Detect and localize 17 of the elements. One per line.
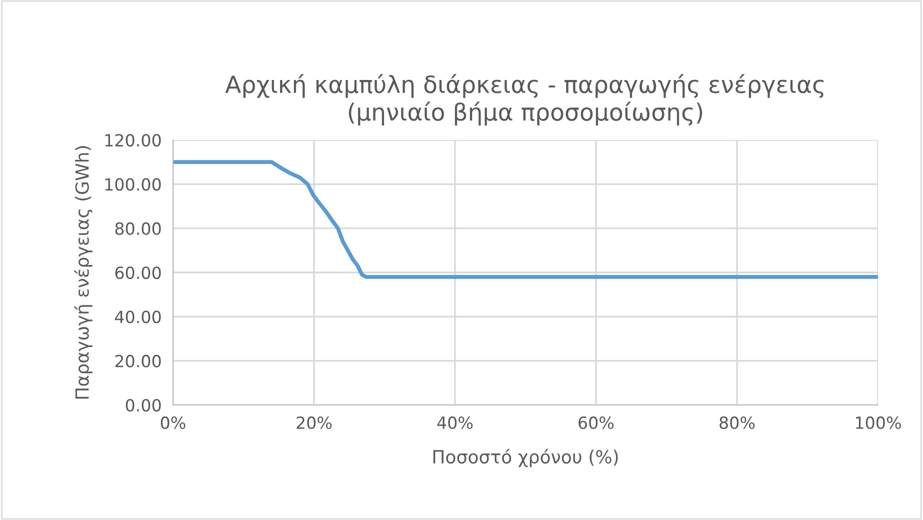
y-axis-title: Παραγωγή ενέργειας (GWh) [74,146,92,399]
y-tick-label: 20.00 [115,354,161,368]
x-tick-label: 40% [437,416,473,430]
chart-title: Αρχική καμπύλη διάρκειας - παραγωγής ενέργειας (μηνιαίο βήμα προσομοίωσης) [225,74,824,126]
y-tick-label: 80.00 [115,222,161,235]
y-tick-label: 120.00 [105,134,161,147]
y-tick-label: 60.00 [115,266,161,280]
line-series [173,160,878,279]
y-tick-label: 0.00 [126,398,161,412]
x-tick-label: 60% [578,416,614,430]
x-tick-label: 20% [296,416,332,430]
y-tick-label: 100.00 [105,178,161,191]
x-tick-label: 100% [856,416,901,430]
x-axis-title: Ποσοστό χρόνου (%) [433,448,618,468]
x-tick-label: 0% [160,416,186,430]
x-tick-label: 80% [720,416,755,430]
y-tick-label: 40.00 [114,310,161,324]
